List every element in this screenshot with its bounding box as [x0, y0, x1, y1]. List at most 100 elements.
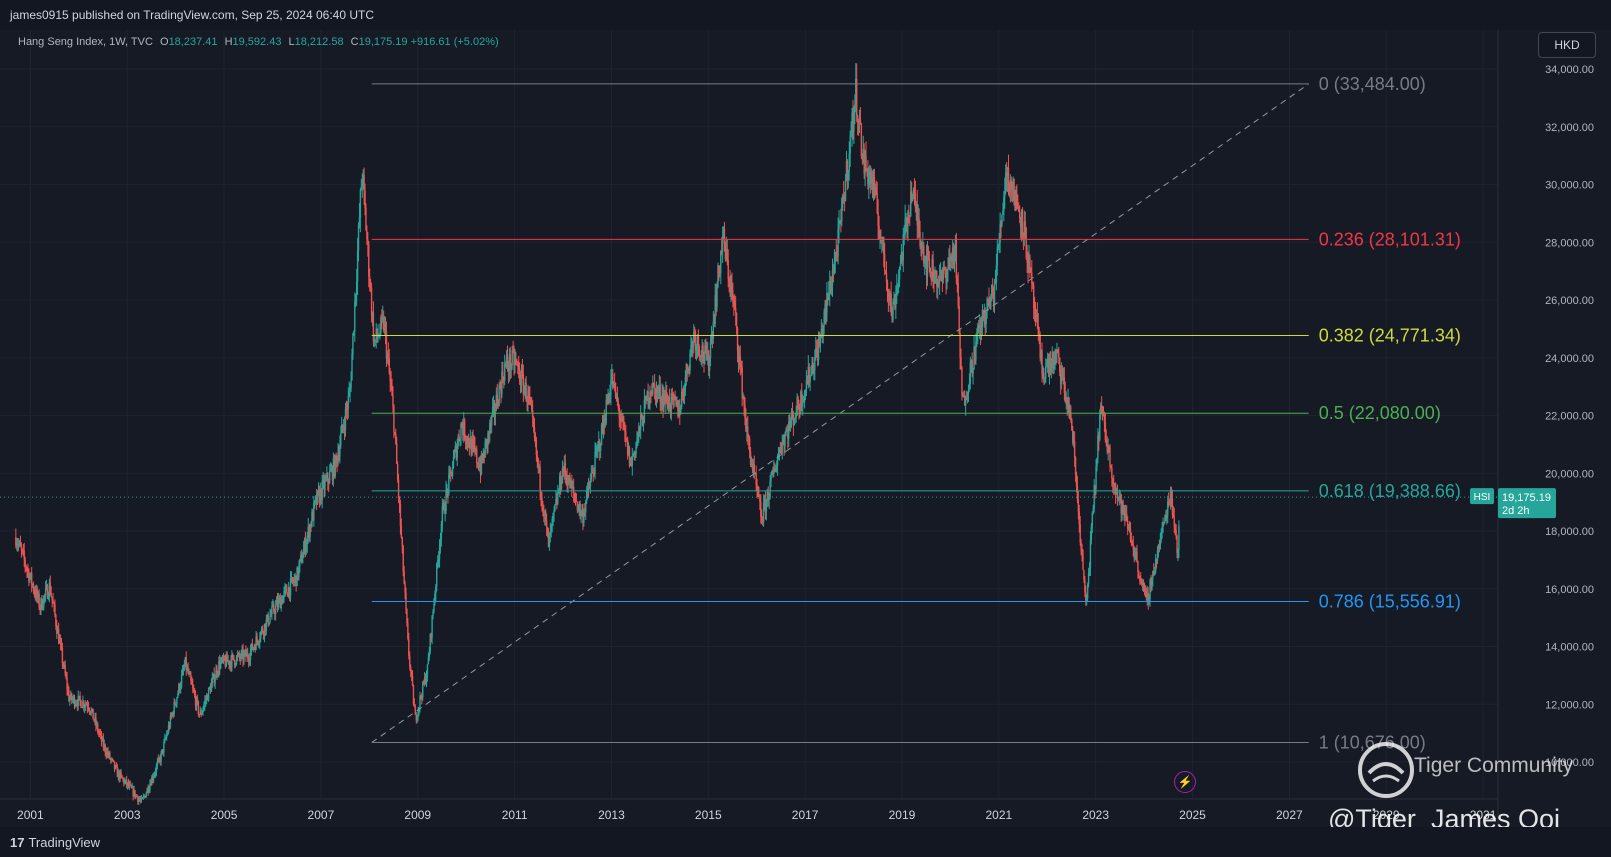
candle-body — [626, 438, 628, 440]
candle-body — [801, 391, 803, 407]
candle-body — [343, 427, 346, 431]
candle-body — [28, 570, 30, 582]
candle-body — [373, 340, 376, 342]
candle-body — [911, 197, 914, 202]
candle-body — [978, 325, 980, 329]
candle-body — [435, 586, 437, 594]
candle-body — [1122, 501, 1124, 515]
candle-body — [731, 284, 733, 291]
candle-body — [306, 535, 309, 545]
candle-body — [237, 653, 240, 656]
candle-body — [1162, 521, 1164, 527]
candle-body — [608, 396, 610, 400]
candle-body — [147, 788, 149, 792]
candle-body — [851, 112, 853, 131]
candle-body — [499, 385, 501, 387]
candle-body — [643, 399, 646, 423]
candle-body — [761, 521, 764, 523]
candle-body — [882, 236, 884, 240]
candle-body — [775, 471, 777, 473]
candle-body — [153, 773, 156, 777]
candle-body — [396, 463, 399, 480]
candle-body — [683, 390, 686, 396]
candle-body — [1039, 335, 1041, 358]
candle-body — [475, 449, 477, 452]
candle-body — [1018, 211, 1021, 219]
candle-body — [220, 657, 223, 662]
candle-body — [244, 650, 246, 654]
candle-body — [479, 465, 482, 474]
candle-body — [276, 600, 279, 608]
candle-body — [596, 450, 598, 452]
candle-body — [1053, 361, 1055, 369]
candle-body — [124, 780, 126, 784]
candle-body — [725, 248, 728, 260]
candle-body — [996, 247, 999, 266]
tradingview-logo[interactable]: 17 TradingView — [10, 835, 101, 850]
candle-body — [1092, 508, 1094, 513]
candle-body — [951, 256, 953, 262]
candle-body — [818, 340, 821, 346]
y-tick-label: 30,000.00 — [1545, 180, 1594, 192]
candle-body — [639, 426, 641, 431]
candle-body — [323, 480, 325, 490]
candle-body — [158, 758, 160, 760]
candle-body — [1096, 458, 1098, 467]
candle-body — [238, 653, 241, 658]
candle-body — [404, 583, 406, 593]
candle-body — [361, 181, 363, 187]
candle-body — [392, 395, 394, 406]
candle-body — [890, 293, 892, 310]
candle-body — [1135, 552, 1137, 554]
candle-body — [57, 629, 60, 644]
candle-body — [493, 403, 496, 415]
candle-body — [40, 598, 42, 609]
candle-body — [300, 554, 302, 559]
candle-body — [937, 281, 939, 287]
candle-body — [423, 682, 425, 684]
price-axis[interactable] — [1498, 30, 1611, 827]
candle-body — [436, 563, 438, 587]
candle-body — [1095, 466, 1097, 490]
candle-body — [711, 334, 714, 340]
candle-body — [644, 396, 647, 400]
candle-body — [247, 652, 249, 659]
candle-body — [1115, 491, 1118, 495]
candle-body — [1070, 412, 1072, 420]
currency-button[interactable]: HKD — [1538, 32, 1596, 58]
candle-body — [607, 396, 609, 405]
fib-level-label: 0.786 (15,556.91) — [1319, 592, 1461, 612]
candle-body — [419, 696, 421, 707]
candle-body — [397, 479, 400, 499]
candle-body — [246, 652, 248, 657]
candle-body — [906, 217, 908, 227]
candle-body — [557, 492, 559, 504]
candle-body — [240, 652, 242, 659]
candle-body — [883, 236, 885, 254]
candle-body — [433, 604, 435, 612]
candle-body — [222, 655, 225, 661]
candle-body — [814, 356, 816, 371]
chart-svg[interactable]: 10,000.00 12,000.00 14,000.00 16,000.00 18,0… — [0, 30, 1611, 827]
candle-body — [1119, 494, 1121, 498]
candle-body — [667, 396, 670, 409]
candle-body — [101, 737, 104, 742]
lightning-icon[interactable]: ⚡ — [1174, 771, 1196, 793]
candle-body — [264, 623, 267, 631]
candle-body — [970, 359, 972, 363]
candle-body — [1066, 397, 1068, 406]
candle-body — [768, 496, 770, 501]
candle-body — [713, 321, 715, 324]
candle-body — [269, 616, 271, 623]
candle-body — [90, 710, 92, 714]
candle-body — [546, 526, 549, 533]
candle-body — [925, 256, 928, 277]
candle-body — [1088, 567, 1091, 574]
chart-area[interactable]: 10,000.00 12,000.00 14,000.00 16,000.00 18,0… — [0, 30, 1611, 827]
candle-body — [208, 687, 211, 689]
candle-body — [613, 381, 616, 384]
candle-body — [503, 379, 505, 381]
candle-body — [516, 360, 518, 364]
candle-body — [959, 333, 961, 358]
candle-body — [712, 321, 715, 340]
